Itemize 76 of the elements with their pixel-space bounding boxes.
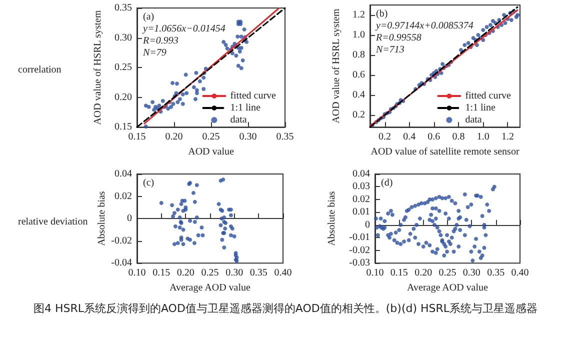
x-tick-label: 0.15: [152, 268, 170, 279]
x-tick-label: 0.30: [226, 268, 244, 279]
y-tick-label: 0.2: [352, 110, 365, 121]
legend-label: fitted curve: [465, 90, 512, 102]
text: 图4 HSRL系统反演得到的AOD值与卫星遥感器测得的AOD值的相关性。(b)(d) HSRL系统与卫星遥感器: [32, 301, 539, 317]
x-tick-label: 0.2: [378, 132, 392, 143]
x-tick-label: 0.20: [414, 268, 432, 279]
y-tick-label: -0.02: [111, 235, 132, 246]
x-tick-label: 0.25: [438, 268, 456, 279]
x-tick-label: 0.30: [462, 268, 480, 279]
y-tick-label: 0.25: [114, 62, 132, 74]
y-tick-label: 0.02: [114, 190, 132, 202]
x-tick-label: 1.2: [501, 132, 514, 143]
y-tick-label: -0.02: [349, 244, 370, 256]
x-tick-label: 0.35: [487, 268, 505, 279]
y-tick-label: 0.30: [114, 32, 132, 44]
annotation: R=0.993: [142, 36, 178, 46]
annotation: y=0.97144x+0.0085374: [375, 20, 474, 32]
annotation: (c): [143, 178, 154, 188]
y-tick-label: 0.03: [352, 181, 370, 192]
x-axis-title: Average AOD value: [170, 282, 251, 294]
annotation: (a): [143, 12, 154, 22]
y-tick-label: 0.35: [114, 2, 132, 14]
y-tick-label: -0.03: [349, 258, 370, 269]
x-axis-title: Average AOD value: [407, 282, 488, 294]
x-tick-label: 0.10: [366, 268, 384, 279]
x-tick-label: 0.10: [128, 268, 146, 279]
y-tick-label: 0.02: [352, 194, 370, 205]
y-tick-label: 0.6: [352, 70, 365, 81]
x-tick-label: 0.40: [274, 268, 292, 279]
y-tick-label: 1.2: [352, 10, 365, 21]
y-tick-label: 0.04: [352, 168, 370, 180]
x-tick-label: 0.40: [511, 268, 529, 279]
x-tick-label: 0.25: [202, 132, 220, 143]
y-tick-label: 0.20: [114, 92, 132, 103]
y-tick-label: 0.8: [352, 50, 365, 61]
y-axis-title: AOD value of HSRL system: [331, 8, 342, 124]
x-tick-label: 0.20: [165, 132, 183, 143]
x-tick-label: 0.6: [428, 132, 440, 143]
y-axis-title: Absolute bias: [326, 191, 338, 246]
x-tick-label: 1.0: [476, 132, 490, 143]
annotation: y=1.0656x−0.01454: [142, 24, 226, 34]
text: correlation: [18, 64, 62, 76]
annotation: N=79: [142, 48, 166, 58]
text: relative deviation: [18, 216, 88, 228]
annotation: R=0.99558: [375, 32, 422, 44]
annotation: (b): [376, 8, 388, 20]
x-tick-label: 0.8: [452, 132, 465, 143]
legend-label: 1:1 line: [230, 102, 262, 114]
x-tick-label: 0.20: [176, 268, 194, 279]
x-tick-label: 0.25: [201, 268, 219, 279]
y-axis-title: Absolute bias: [96, 191, 108, 246]
y-tick-label: -0.04: [111, 258, 132, 269]
y-tick-label: 0.01: [352, 206, 370, 218]
y-axis-title: AOD value of HSRL system: [92, 10, 104, 125]
x-tick-label: 0.35: [250, 268, 268, 279]
x-tick-label: 0.15: [390, 268, 408, 279]
x-axis-title: AOD value of satellite remote sensor: [370, 146, 520, 158]
x-tick-label: 0.30: [239, 132, 257, 143]
x-tick-label: 0.4: [403, 132, 416, 143]
legend-label: data: [465, 114, 482, 126]
x-tick-label: 0.15: [128, 132, 146, 143]
y-tick-label: 0.15: [114, 122, 132, 133]
y-tick-label: 0.04: [114, 168, 132, 180]
y-tick-label: 0: [365, 219, 370, 230]
x-axis-title: AOD value: [188, 146, 234, 158]
y-tick-label: 1.0: [352, 30, 365, 41]
legend-label: fitted curve: [230, 90, 277, 102]
legend-label: 1:1 line: [465, 102, 496, 114]
annotation: (d): [381, 178, 393, 188]
x-tick-label: 0.35: [276, 132, 294, 143]
y-tick-label: -0.01: [349, 232, 370, 244]
annotation: N=713: [375, 44, 404, 56]
legend-label: data: [230, 114, 248, 126]
y-tick-label: 0: [127, 213, 132, 224]
y-tick-label: 0.4: [352, 90, 365, 101]
